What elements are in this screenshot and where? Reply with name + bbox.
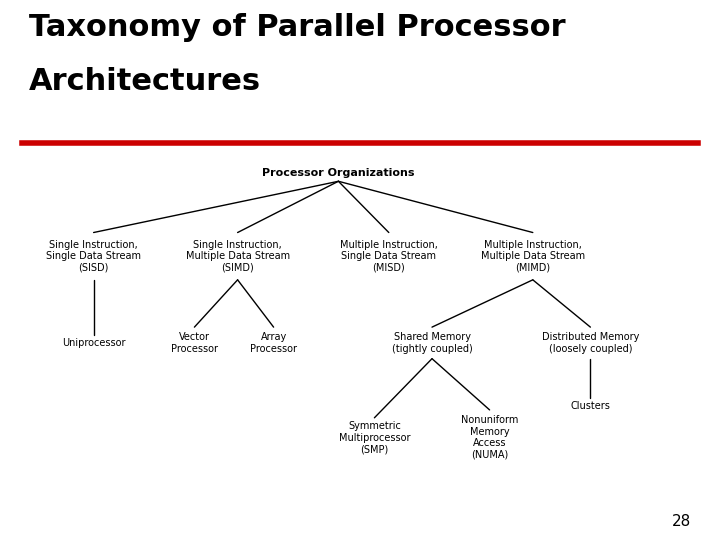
Text: Shared Memory
(tightly coupled): Shared Memory (tightly coupled) [392, 332, 472, 354]
Text: Nonuniform
Memory
Access
(NUMA): Nonuniform Memory Access (NUMA) [461, 415, 518, 460]
Text: Vector
Processor: Vector Processor [171, 332, 218, 354]
Text: Multiple Instruction,
Multiple Data Stream
(MIMD): Multiple Instruction, Multiple Data Stre… [481, 240, 585, 273]
Text: Symmetric
Multiprocessor
(SMP): Symmetric Multiprocessor (SMP) [338, 421, 410, 454]
Text: 28: 28 [672, 514, 691, 529]
Text: Single Instruction,
Multiple Data Stream
(SIMD): Single Instruction, Multiple Data Stream… [186, 240, 289, 273]
Text: Array
Processor: Array Processor [250, 332, 297, 354]
Text: Distributed Memory
(loosely coupled): Distributed Memory (loosely coupled) [541, 332, 639, 354]
Text: Taxonomy of Parallel Processor: Taxonomy of Parallel Processor [29, 14, 565, 43]
Text: Architectures: Architectures [29, 68, 261, 97]
Text: Multiple Instruction,
Single Data Stream
(MISD): Multiple Instruction, Single Data Stream… [340, 240, 438, 273]
Text: Clusters: Clusters [570, 401, 611, 411]
Text: Single Instruction,
Single Data Stream
(SISD): Single Instruction, Single Data Stream (… [46, 240, 141, 273]
Text: Uniprocessor: Uniprocessor [62, 338, 125, 348]
Text: Processor Organizations: Processor Organizations [262, 168, 415, 178]
